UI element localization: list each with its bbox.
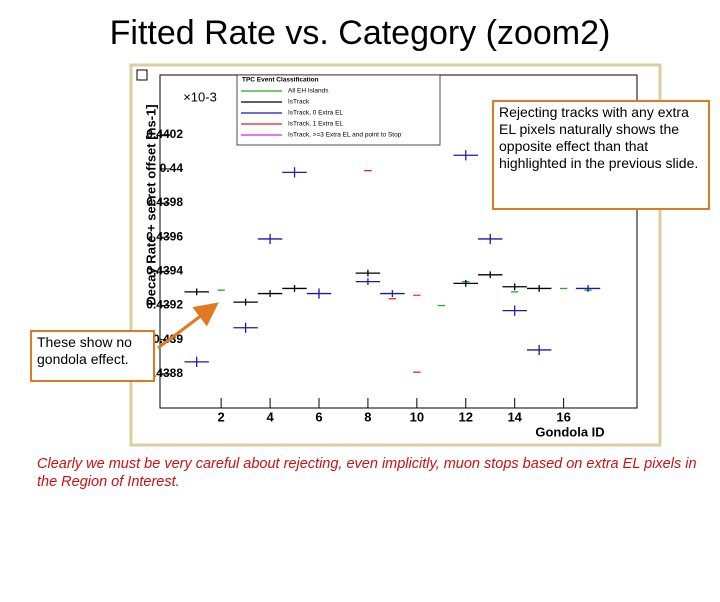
y-tick-label: 0.4396	[146, 229, 183, 243]
y-tick-label: 0.44	[160, 161, 184, 175]
y-tick-label: 0.4392	[146, 298, 183, 312]
annotation-box: Rejecting tracks with any extra EL pixel…	[492, 100, 710, 210]
legend-label: IsTrack, 1 Extra EL	[288, 121, 343, 128]
y-tick-label: 0.4394	[146, 264, 183, 278]
annotation-box: These show no gondola effect.	[30, 330, 155, 382]
legend-label: All EH Islands	[288, 88, 329, 95]
x-tick-label: 10	[410, 409, 424, 424]
slide: Fitted Rate vs. Category (zoom2) ×10-3 D…	[30, 14, 710, 490]
x-tick-label: 14	[507, 409, 522, 424]
y-tick-label: 0.439	[153, 332, 183, 346]
y-tick-label: 0.4388	[146, 366, 183, 380]
legend-title: TPC Event Classification	[242, 77, 319, 84]
slide-title: Fitted Rate vs. Category (zoom2)	[109, 14, 611, 52]
legend-label: IsTrack, 0 Extra EL	[288, 110, 343, 117]
pad-icon	[136, 69, 148, 81]
legend-label: IsTrack	[288, 99, 310, 106]
caption: Clearly we must be very careful about re…	[37, 456, 697, 490]
y-axis-label: Decay Rate + secret offset [ns-1]	[143, 104, 158, 305]
legend-label: IsTrack, >=3 Extra EL and point to Stop	[288, 132, 402, 139]
legend-box	[236, 74, 441, 146]
x-tick-label: 16	[556, 409, 570, 424]
y-multiplier: ×10-3	[183, 89, 217, 104]
x-tick-label: 6	[315, 409, 322, 424]
y-tick-label: 0.4402	[146, 127, 183, 141]
y-tick-label: 0.4398	[146, 195, 183, 209]
x-tick-label: 8	[364, 409, 371, 424]
x-axis-label: Gondola ID	[535, 424, 604, 439]
x-tick-label: 2	[218, 409, 225, 424]
x-tick-label: 12	[459, 409, 473, 424]
x-tick-label: 4	[266, 409, 274, 424]
legend: TPC Event Classification All EH Islands Is…	[236, 74, 441, 146]
